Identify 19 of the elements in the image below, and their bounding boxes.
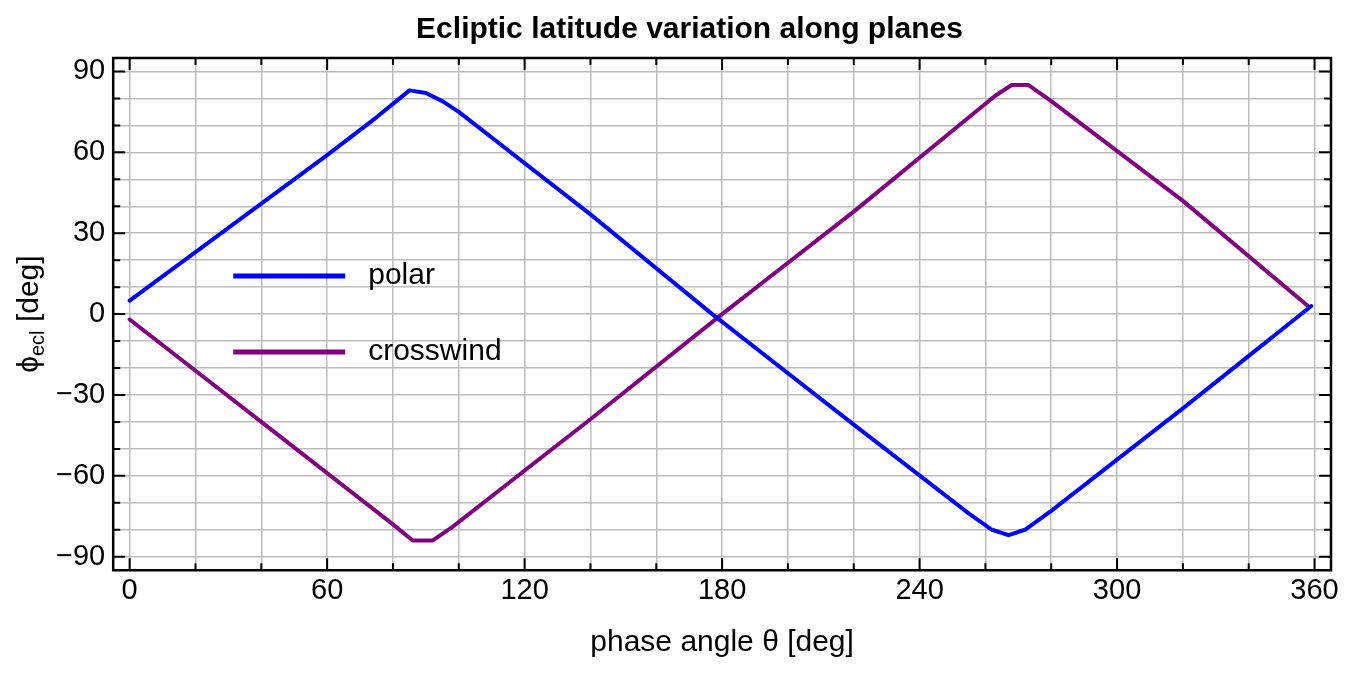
x-tick-label: 360 [1290, 572, 1339, 605]
legend-label: polar [368, 257, 435, 291]
legend-label: crosswind [368, 333, 502, 367]
x-tick-label: 120 [500, 572, 549, 605]
y-tick-label: 0 [89, 296, 106, 329]
y-tick-label: 30 [72, 215, 106, 248]
chart-title: Ecliptic latitude variation along planes [416, 11, 963, 45]
y-tick-label: 60 [72, 134, 106, 167]
y-tick-label: −90 [55, 538, 106, 571]
x-tick-label: 180 [697, 572, 747, 605]
y-tick-label: −30 [55, 376, 106, 409]
x-axis-title: phase angle θ [deg] [590, 624, 854, 658]
x-tick-label: 300 [1092, 572, 1142, 605]
x-tick-label: 60 [311, 572, 344, 605]
y-axis-title: ϕecl [deg] [11, 255, 48, 373]
x-tick-label: 0 [121, 572, 138, 605]
x-tick-label: 240 [895, 572, 944, 605]
y-tick-label: −60 [55, 457, 106, 490]
y-tick-label: 90 [72, 53, 106, 86]
